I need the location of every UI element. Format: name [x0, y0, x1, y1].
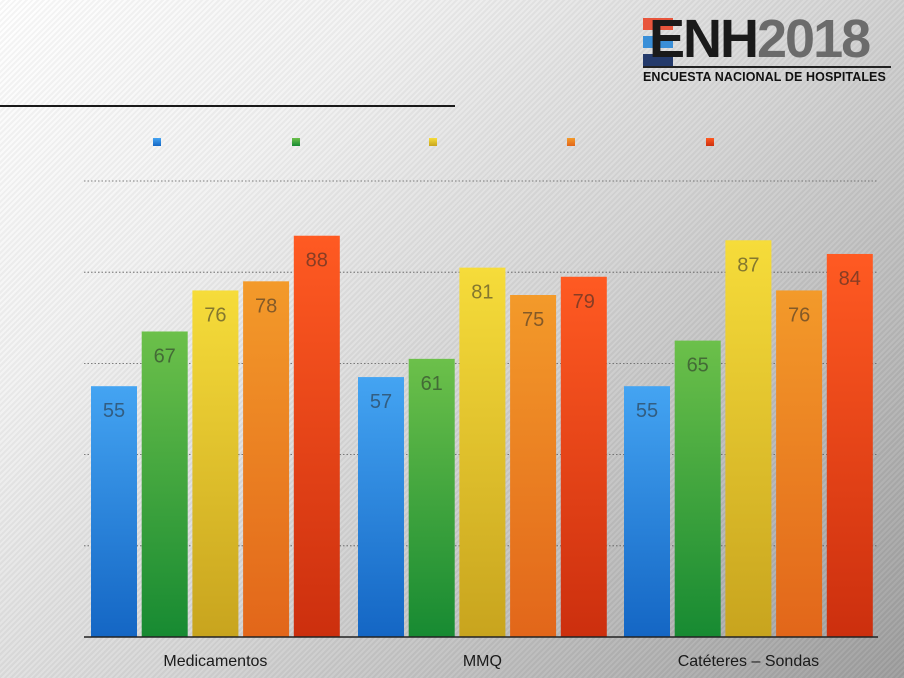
bar	[91, 386, 137, 637]
logo-brand: ENH	[649, 9, 759, 69]
bar	[560, 276, 607, 637]
bar	[243, 281, 290, 637]
enh-logo: ENH2018 ENCUESTA NACIONAL DE HOSPITALES	[643, 9, 891, 90]
logo-year: 2018	[757, 9, 871, 69]
bar	[776, 290, 823, 637]
logo-wordmark: ENH2018	[649, 8, 871, 70]
bar	[674, 340, 721, 637]
x-tick-label: Catéteres – Sondas	[678, 653, 819, 670]
logo-stripe-middle	[643, 36, 673, 48]
logo-stripe-bottom	[643, 54, 673, 66]
data-label: 55	[636, 400, 658, 422]
bar	[293, 235, 340, 637]
x-tick-label: Medicamentos	[163, 653, 267, 670]
x-axis: Medicamentos MMQ Catéteres – Sondas	[84, 636, 878, 670]
data-label: 87	[737, 254, 759, 276]
logo-stripes	[643, 18, 673, 66]
logo-stripe-top	[643, 18, 673, 30]
data-labels-group: 55 67 76 78 88 57 61 81 75 79 55 65 87 76 84	[103, 250, 861, 422]
title-underline	[0, 105, 455, 107]
data-label: 76	[788, 304, 810, 326]
bar	[141, 331, 188, 637]
bar	[408, 358, 455, 637]
legend-marker	[429, 138, 437, 146]
data-label: 79	[573, 291, 595, 313]
bar	[725, 240, 772, 637]
data-label: 75	[522, 309, 544, 331]
bar	[826, 253, 873, 637]
x-tick-label: MMQ	[463, 653, 502, 670]
legend-marker	[153, 138, 161, 146]
data-label: 88	[306, 250, 328, 272]
data-label: 76	[204, 304, 226, 326]
data-label: 65	[687, 355, 709, 377]
data-label: 55	[103, 400, 125, 422]
legend-marker	[567, 138, 575, 146]
bars-group	[91, 235, 873, 637]
bar	[459, 267, 506, 637]
data-label: 78	[255, 295, 277, 317]
legend-marker	[706, 138, 714, 146]
bar	[358, 377, 404, 637]
logo-subtitle: ENCUESTA NACIONAL DE HOSPITALES	[643, 70, 886, 84]
data-label: 61	[421, 373, 443, 395]
data-label: 67	[154, 345, 176, 367]
legend-marker	[292, 138, 300, 146]
data-label: 81	[471, 282, 493, 304]
logo-divider	[643, 66, 891, 68]
chart-legend	[153, 138, 714, 146]
data-label: 84	[839, 268, 861, 290]
data-label: 57	[370, 391, 392, 413]
bar	[192, 290, 239, 637]
bar	[510, 295, 557, 637]
bar	[624, 386, 670, 637]
